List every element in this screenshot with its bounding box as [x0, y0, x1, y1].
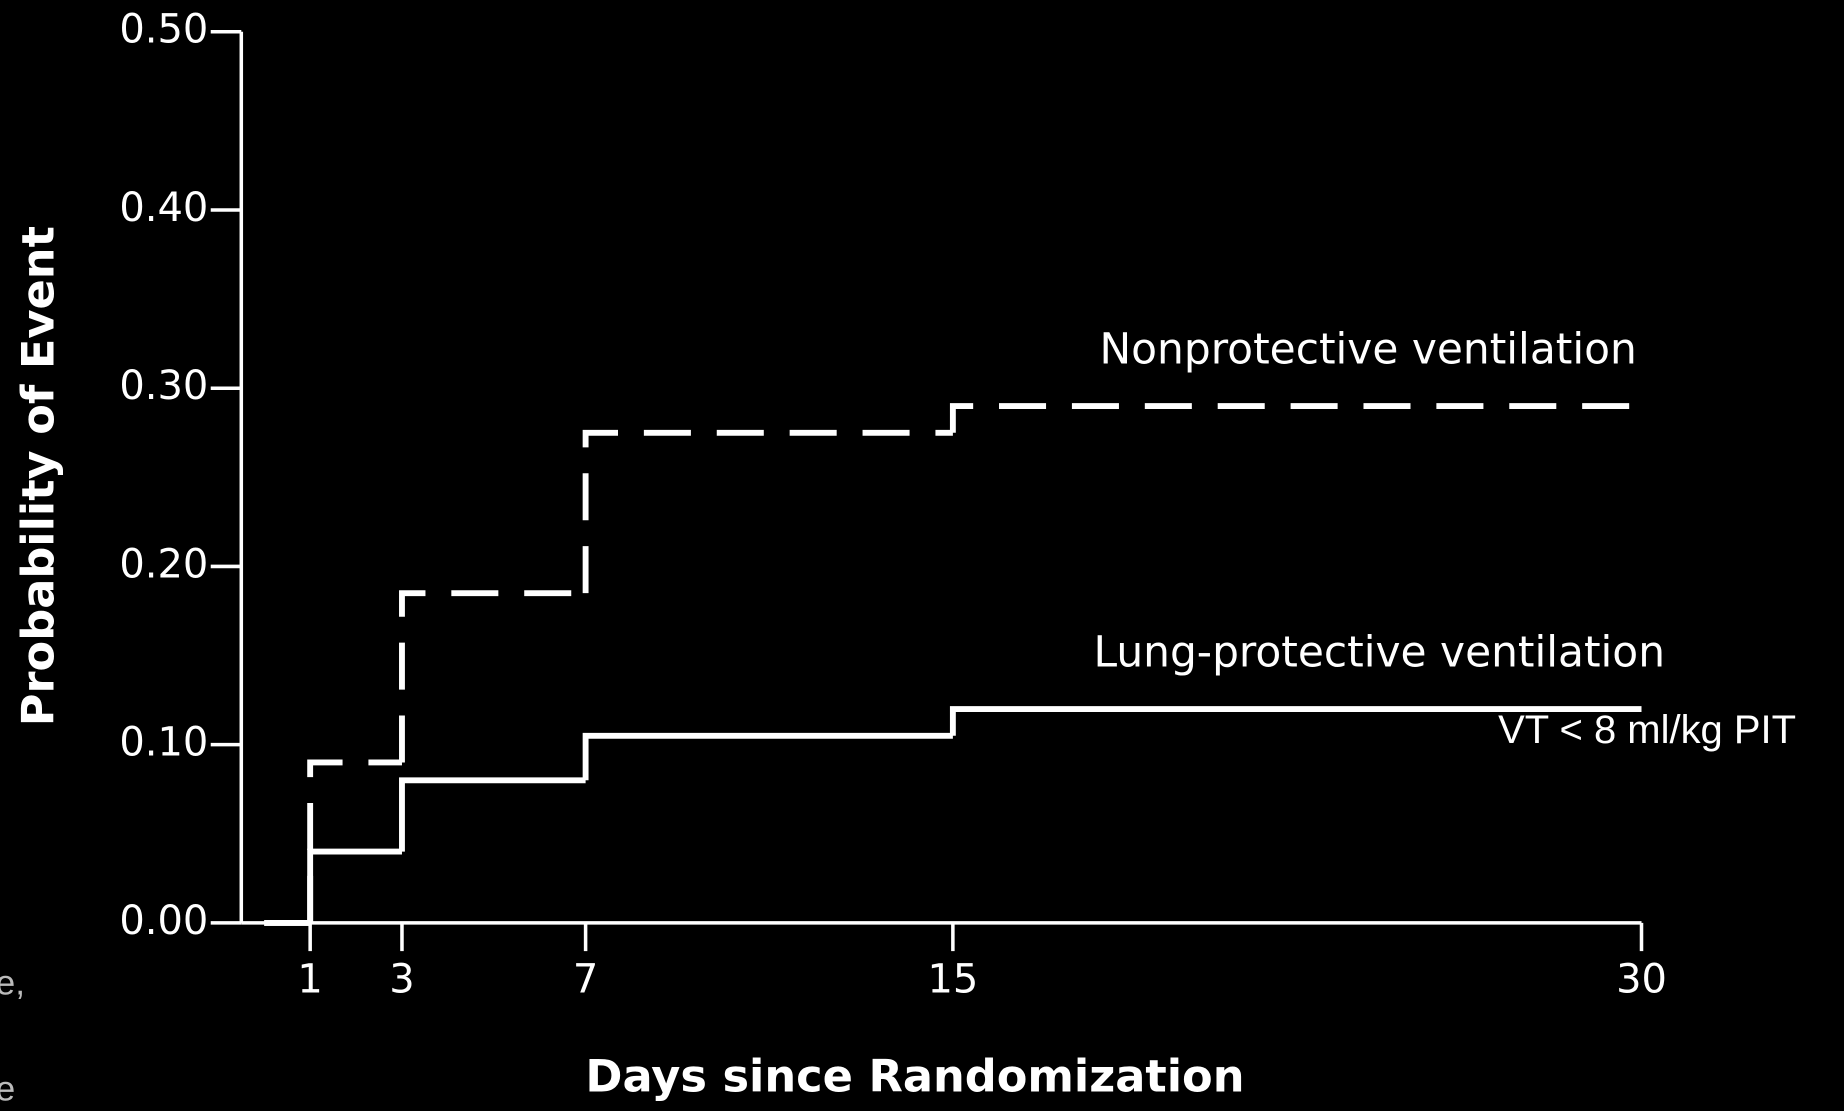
x-tick-label: 15: [927, 957, 978, 1003]
x-tick-label: 1: [297, 957, 322, 1003]
step-segment: [307, 848, 402, 923]
y-tick-label: 0.10: [119, 720, 208, 766]
step-segment: [307, 759, 402, 923]
step-segment: [582, 732, 953, 781]
y-tick-label: 0.50: [119, 7, 208, 53]
y-tick-label: 0.20: [119, 541, 208, 587]
y-tick-label: 0.40: [119, 185, 208, 231]
x-tick-label: 30: [1616, 957, 1667, 1003]
step-segment: [399, 777, 586, 852]
step-segment: [949, 403, 1642, 433]
y-tick-label: 0.00: [119, 898, 208, 944]
step-segment: [582, 429, 953, 594]
fragment: e: [0, 1069, 15, 1108]
annotation: VT < 8 ml/kg PIT: [1498, 708, 1796, 752]
x-axis-label: Days since Randomization: [585, 1050, 1244, 1102]
x-tick-label: 7: [573, 957, 598, 1003]
y-tick-label: 0.30: [119, 363, 208, 409]
step-segment: [399, 590, 586, 763]
step-segment: [949, 706, 1642, 736]
x-tick-label: 3: [389, 957, 414, 1003]
series-label: Nonprotective ventilation: [1100, 324, 1637, 373]
series-label: Lung-protective ventilation: [1093, 627, 1665, 676]
fragment: e,: [0, 964, 25, 1003]
y-axis-label: Probability of Event: [12, 226, 64, 726]
